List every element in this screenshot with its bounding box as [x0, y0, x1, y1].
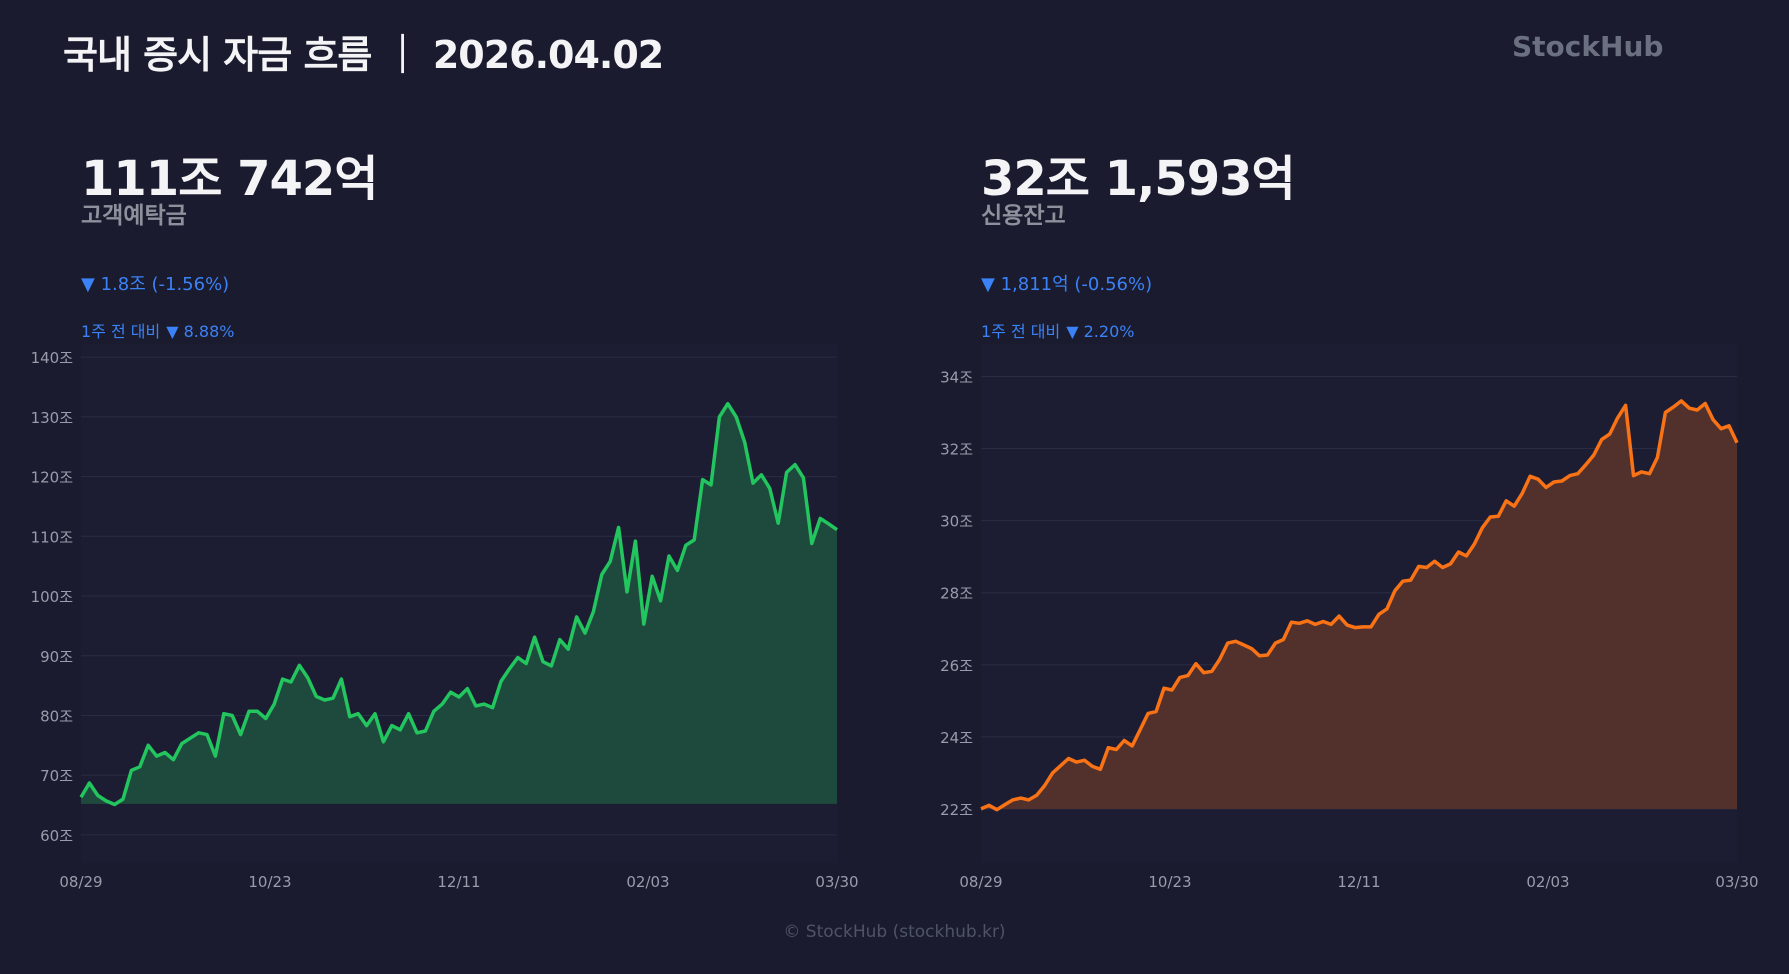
x-tick-label: 02/03: [1526, 873, 1569, 891]
week-label: 1주 전 대비: [981, 322, 1061, 341]
deposit-series-line: [79, 401, 839, 807]
credit-panel: 32조 1,593억 신용잔고 ▼ 1,811억 (-0.56%) 1주 전 대…: [981, 150, 1296, 342]
x-tick-label: 10/23: [248, 873, 291, 891]
x-tick-label: 08/29: [59, 873, 102, 891]
y-tick-label: 26조: [940, 657, 973, 675]
brand-logo: StockHub: [1512, 30, 1664, 63]
y-tick-label: 80조: [40, 707, 73, 725]
x-tick-label: 10/23: [1148, 873, 1191, 891]
y-tick-label: 22조: [940, 801, 973, 819]
x-tick-label: 03/30: [1715, 873, 1758, 891]
credit-week-change: 1주 전 대비 ▼ 2.20%: [981, 318, 1295, 342]
y-tick-label: 120조: [31, 469, 74, 487]
credit-area-fill: [981, 400, 1737, 810]
x-tick-label: 08/29: [959, 873, 1002, 891]
credit-label: 신용잔고: [981, 203, 1066, 229]
y-tick-label: 100조: [31, 588, 74, 606]
deposit-panel: 111조 742억 고객예탁금 ▼ 1.8조 (-1.56%) 1주 전 대비 ▼…: [81, 150, 378, 342]
y-tick-label: 60조: [40, 827, 73, 845]
deposit-week-change: 1주 전 대비 ▼ 8.88%: [81, 318, 377, 342]
week-value: ▼ 2.20%: [1066, 322, 1135, 341]
page-title: 국내 증시 자금 흐름 ｜ 2026.04.02: [63, 33, 664, 77]
x-tick-label: 02/03: [626, 873, 669, 891]
deposit-label: 고객예탁금: [81, 203, 187, 229]
footer-copyright: © StockHub (stockhub.kr): [783, 922, 1006, 942]
x-tick-label: 12/11: [1337, 873, 1380, 891]
y-tick-label: 140조: [31, 349, 74, 367]
x-tick-label: 03/30: [815, 873, 858, 891]
credit-change: ▼ 1,811억 (-0.56%): [981, 274, 1153, 295]
y-tick-label: 110조: [31, 528, 74, 546]
y-tick-label: 28조: [940, 585, 973, 603]
week-label: 1주 전 대비: [81, 322, 161, 341]
y-tick-label: 90조: [40, 648, 73, 666]
y-tick-label: 130조: [31, 409, 74, 427]
week-value: ▼ 8.88%: [166, 322, 235, 341]
y-tick-label: 32조: [940, 441, 973, 459]
deposit-value: 111조 742억: [81, 151, 378, 207]
credit-value: 32조 1,593억: [981, 151, 1296, 207]
y-tick-label: 34조: [940, 368, 973, 386]
y-tick-label: 30조: [940, 513, 973, 531]
y-tick-label: 24조: [940, 729, 973, 747]
credit-series-line: [980, 399, 1739, 812]
deposit-change: ▼ 1.8조 (-1.56%): [81, 274, 230, 295]
y-tick-label: 70조: [40, 767, 73, 785]
deposit-area-fill: [81, 403, 837, 805]
x-tick-label: 12/11: [437, 873, 480, 891]
